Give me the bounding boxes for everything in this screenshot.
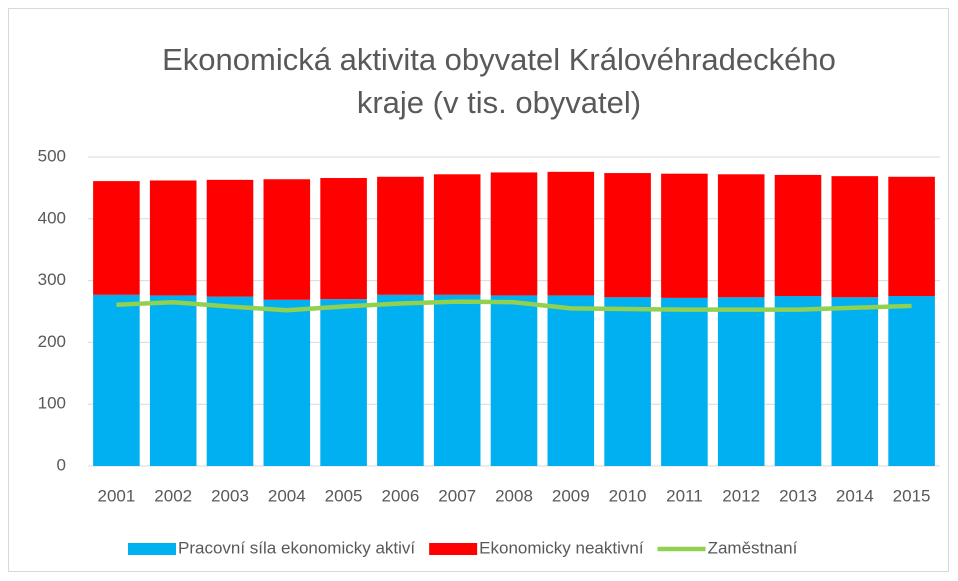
bar: [149, 295, 197, 466]
bar: [604, 173, 651, 298]
bar: [377, 176, 424, 295]
bar: [320, 299, 367, 466]
line: [116, 299, 912, 313]
x-tick-label: 2002: [154, 486, 192, 505]
y-tick-label: 200: [38, 332, 66, 351]
legend-label: Pracovní síla ekonomicky aktiví: [178, 538, 415, 557]
x-tick-label: 2009: [552, 486, 590, 505]
x-tick-label: 2008: [495, 486, 533, 505]
bar: [93, 294, 140, 466]
legend-swatch: [429, 543, 478, 555]
y-tick-label: 500: [38, 146, 66, 165]
y-tick-label: 300: [38, 270, 66, 289]
x-tick-label: 2013: [779, 486, 817, 505]
bar: [149, 180, 197, 296]
x-tick-label: 2010: [609, 486, 647, 505]
bar: [206, 296, 254, 466]
bar: [831, 297, 879, 466]
legend-label: Ekonomicky neaktivní: [479, 538, 644, 557]
legend-swatch: [128, 543, 176, 555]
x-tick-label: 2006: [381, 486, 419, 505]
bar: [717, 174, 765, 298]
bar: [831, 176, 879, 298]
x-tick-label: 2003: [211, 486, 249, 505]
bar: [888, 176, 935, 297]
bar: [93, 181, 140, 295]
bar: [263, 299, 311, 466]
bar: [661, 173, 708, 298]
bar: [547, 171, 595, 296]
bar: [433, 294, 481, 466]
x-tick-label: 2001: [97, 486, 135, 505]
bar: [320, 178, 367, 300]
bar: [888, 296, 935, 466]
x-tick-label: 2004: [268, 486, 306, 505]
y-tick-label: 400: [38, 208, 66, 227]
chart-title: Ekonomická aktivita obyvatel Královéhrad…: [162, 42, 836, 120]
y-tick-label: 0: [57, 455, 66, 474]
bar: [206, 179, 254, 297]
bar: [263, 179, 311, 300]
x-tick-label: 2011: [666, 486, 703, 505]
bar: [433, 174, 481, 295]
bar: [490, 172, 538, 296]
y-tick-label: 100: [38, 394, 66, 413]
bar: [774, 296, 822, 466]
bar: [661, 297, 708, 466]
x-tick-label: 2015: [893, 486, 931, 505]
bar: [490, 295, 538, 466]
x-tick-label: 2012: [722, 486, 760, 505]
legend-label: Zaměstnaní: [708, 538, 798, 557]
x-tick-label: 2005: [325, 486, 363, 505]
bar: [717, 297, 765, 466]
bar: [604, 297, 651, 466]
x-tick-label: 2007: [438, 486, 476, 505]
x-tick-label: 2014: [836, 486, 874, 505]
bar: [547, 295, 595, 466]
bar: [774, 174, 822, 297]
bar: [377, 294, 424, 466]
